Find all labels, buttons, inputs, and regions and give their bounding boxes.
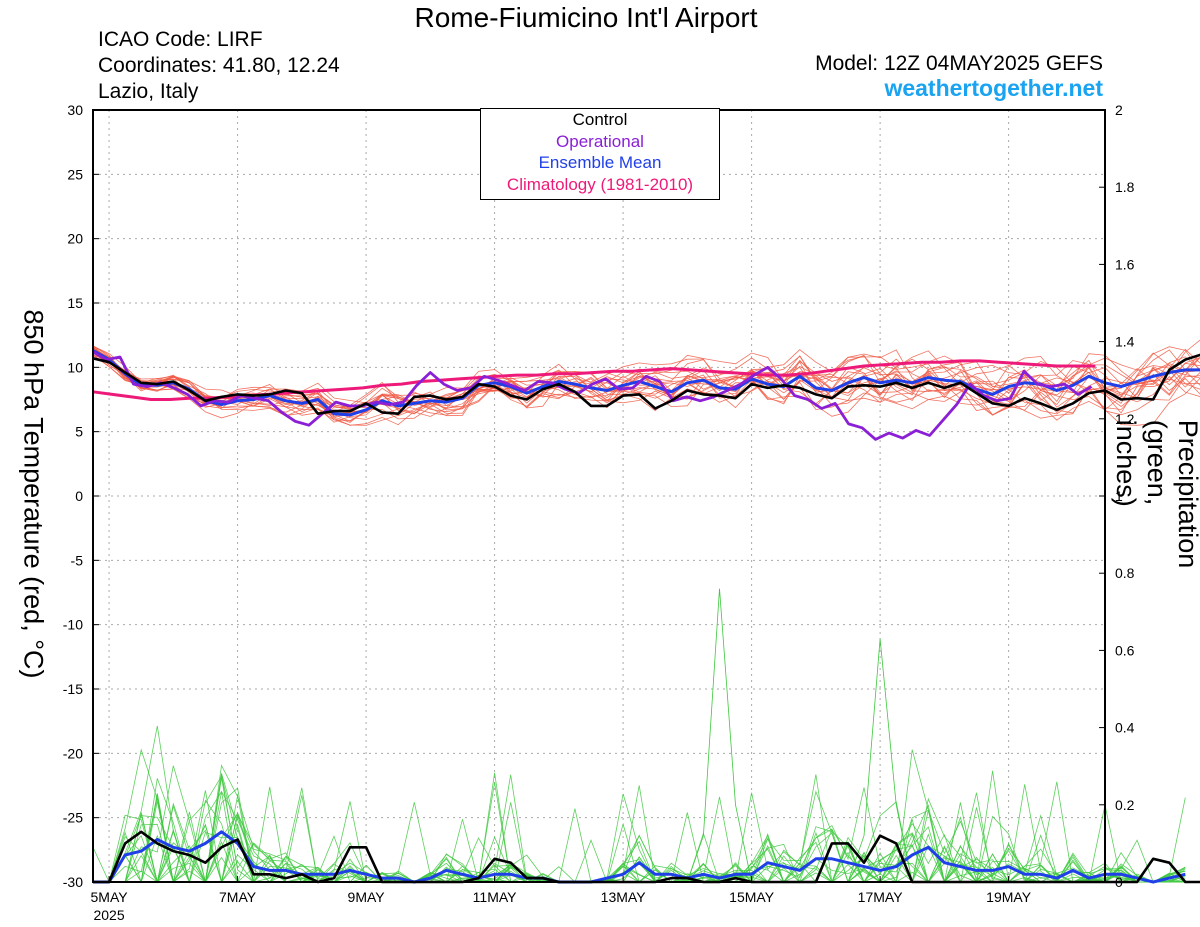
temperature-member-line [92, 339, 1200, 417]
region: Lazio, Italy [98, 80, 199, 103]
y-tick-label: 0 [75, 488, 83, 504]
temperature-member-line [92, 350, 1200, 416]
precipitation-member-line [93, 749, 1186, 883]
y2-tick-label: 1.4 [1115, 334, 1135, 350]
y-tick-label: 30 [67, 102, 83, 118]
x-tick-label: 11MAY [473, 889, 517, 905]
x-tick-label: 19MAY [986, 889, 1032, 905]
precipitation-member-line [93, 764, 1186, 884]
y2-tick-label: 0 [1115, 874, 1123, 890]
legend-ensemble-mean: Ensemble Mean [538, 153, 662, 172]
legend-operational: Operational [556, 131, 644, 151]
x-tick-label: 15MAY [729, 889, 775, 905]
x-tick-label: 13MAY [601, 889, 647, 905]
y2-tick-label: 0.6 [1115, 642, 1135, 658]
y-tick-label: 10 [67, 359, 83, 375]
y2-tick-label: 1.6 [1115, 256, 1135, 272]
y-tick-label: -25 [63, 810, 83, 826]
y2-tick-label: 1.2 [1115, 411, 1135, 427]
model-run: Model: 12Z 04MAY2025 GEFS [815, 52, 1103, 75]
legend-control: Control [572, 110, 628, 129]
y-tick-label: -15 [63, 681, 83, 697]
y-tick-label: 5 [75, 424, 83, 440]
temperature-ensemble-mean-line [92, 349, 1200, 417]
legend-climatology: Climatology (1981-2010) [506, 174, 694, 194]
temperature-member-line [92, 353, 1200, 417]
precipitation-member-line [686, 588, 752, 883]
y-tick-label: 15 [67, 295, 83, 311]
site-name: weathertogether.net [884, 75, 1103, 101]
precipitation-member-line [847, 638, 913, 883]
legend: Control Operational Ensemble Mean Climat… [480, 108, 720, 200]
y2-tick-label: 1 [1115, 488, 1123, 504]
y-tick-label: 20 [67, 231, 83, 247]
coordinates: Coordinates: 41.80, 12.24 [98, 54, 340, 77]
temperature-control-line [92, 353, 1200, 416]
icao-code: ICAO Code: LIRF [98, 28, 263, 51]
x-tick-sublabel: 2025 [93, 907, 124, 923]
y2-tick-label: 2 [1115, 102, 1123, 118]
y-axis-label-right: 6-hour Precipitation (green, inches) [1111, 419, 1200, 569]
x-tick-label: 9MAY [348, 889, 386, 905]
chart-title: Rome-Fiumicino Int'l Airport [414, 2, 758, 33]
temperature-operational-line [92, 350, 1093, 441]
y-tick-label: -10 [63, 617, 83, 633]
y2-tick-label: 1.8 [1115, 179, 1135, 195]
y2-tick-label: 0.8 [1115, 565, 1135, 581]
y-axis-label-left: 850 hPa Temperature (red, °C) [18, 309, 49, 679]
y-tick-label: 25 [67, 166, 83, 182]
y2-tick-label: 0.2 [1115, 797, 1135, 813]
precipitation-ensemble-mean-line [93, 830, 1186, 884]
x-tick-label: 7MAY [219, 889, 257, 905]
y2-tick-label: 0.4 [1115, 720, 1135, 736]
precipitation-members [92, 588, 1186, 884]
x-tick-label: 5MAY [91, 889, 129, 905]
y-tick-label: -5 [71, 552, 84, 568]
y-tick-label: -20 [63, 745, 83, 761]
temperature-member-line [92, 348, 1200, 423]
x-tick-label: 17MAY [858, 889, 904, 905]
y-tick-label: -30 [63, 874, 83, 890]
temperature-member-line [92, 346, 1200, 414]
